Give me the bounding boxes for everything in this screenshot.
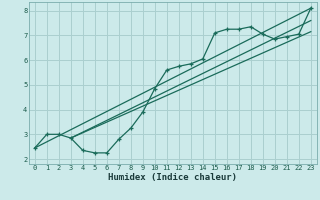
X-axis label: Humidex (Indice chaleur): Humidex (Indice chaleur): [108, 173, 237, 182]
